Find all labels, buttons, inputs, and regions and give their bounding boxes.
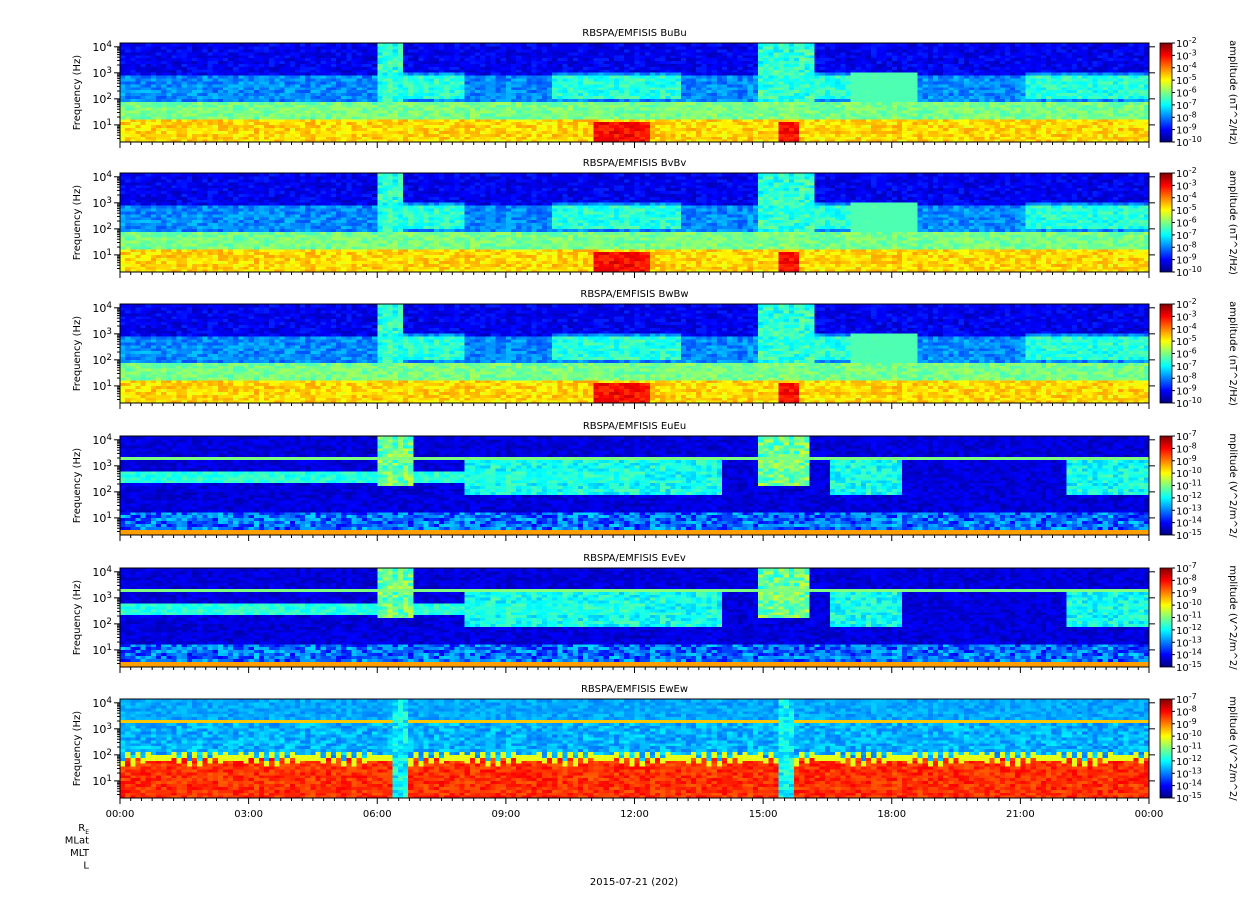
spectrogram-cell bbox=[264, 43, 270, 47]
panel-title: RBSPA/EMFISIS BuBu bbox=[582, 28, 686, 39]
spectrogram-cell bbox=[213, 43, 219, 47]
spectrogram-cell bbox=[218, 43, 224, 47]
spectrogram-cell bbox=[135, 43, 141, 47]
spectrogram-cell bbox=[166, 43, 172, 47]
spectrogram-panel-1: RBSPA/EMFISIS BuBu101102103104Frequency … bbox=[72, 28, 1238, 149]
spectrogram-cell bbox=[182, 43, 188, 47]
spectrogram-cell bbox=[130, 43, 136, 47]
spectrogram-cell bbox=[223, 43, 229, 47]
spectrogram-cell bbox=[197, 43, 203, 47]
spectrogram-cell bbox=[202, 43, 208, 47]
spectrogram-cell bbox=[177, 43, 183, 47]
spectrogram-cell bbox=[233, 43, 239, 47]
spectrogram-cell bbox=[254, 43, 260, 47]
spectrogram-cells bbox=[120, 43, 1150, 143]
spectrogram-cell bbox=[192, 43, 198, 47]
spectrogram-cell bbox=[171, 43, 177, 47]
spectrogram-figure: RBSPA/EMFISIS BuBu101102103104Frequency … bbox=[0, 0, 1248, 899]
spectrogram-cell bbox=[228, 43, 234, 47]
spectrogram-cell bbox=[146, 43, 152, 47]
spectrogram-cell bbox=[141, 43, 147, 47]
spectrogram-cell bbox=[207, 43, 213, 47]
spectrogram-cell bbox=[274, 43, 280, 47]
spectrogram-cell bbox=[269, 43, 275, 47]
spectrogram-cell bbox=[120, 43, 126, 47]
spectrogram-cell bbox=[125, 43, 131, 47]
spectrogram-cell bbox=[243, 43, 249, 47]
spectrogram-cell bbox=[161, 43, 167, 47]
spectrogram-cell bbox=[280, 43, 286, 47]
spectrogram-cell bbox=[249, 43, 255, 47]
spectrogram-cell bbox=[156, 43, 162, 47]
spectrogram-cell bbox=[151, 43, 157, 47]
spectrogram-cell bbox=[187, 43, 193, 47]
spectrogram-cell bbox=[259, 43, 265, 47]
spectrogram-cell bbox=[238, 43, 244, 47]
